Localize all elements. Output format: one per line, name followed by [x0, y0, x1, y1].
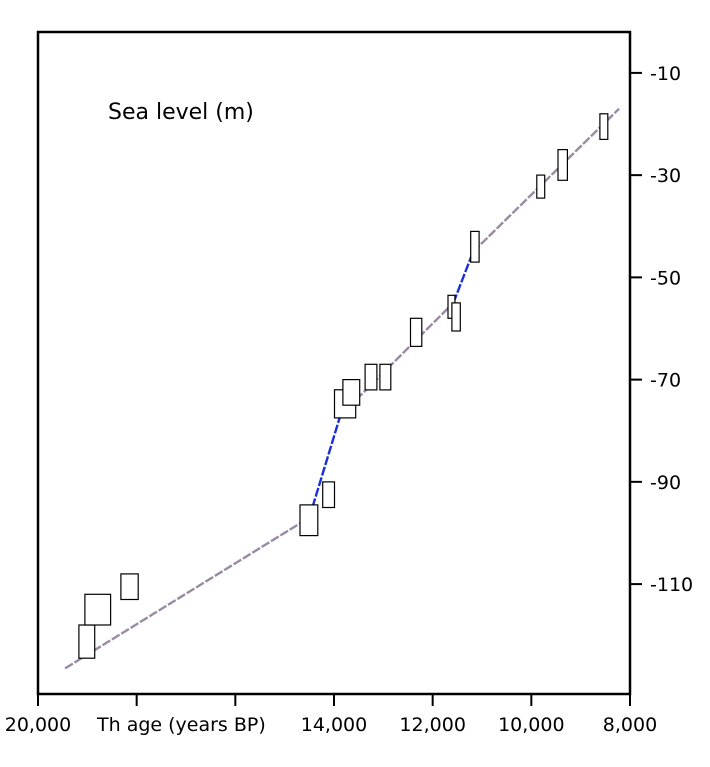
data-box-15: [557, 149, 568, 181]
data-box-2: [84, 593, 112, 626]
x-tick-label-1: 20,000: [5, 714, 71, 736]
y-tick-label-5: -90: [650, 472, 681, 494]
trend-line-1: [64, 516, 310, 670]
y-tick-label-6: -110: [650, 574, 693, 596]
x-tick-label-4: 14,000: [301, 714, 367, 736]
y-tick-label-4: -70: [650, 370, 681, 392]
y-tick-label-1: -10: [650, 63, 681, 85]
data-box-13: [470, 230, 480, 263]
x-axis-ticks: 20,000 14,000 12,000 10,000 8,000: [5, 694, 657, 736]
data-box-14: [536, 174, 546, 199]
trend-lines: [64, 107, 620, 670]
data-box-1: [78, 624, 96, 659]
x-axis-label: Th age (years BP): [96, 714, 266, 736]
data-box-16: [599, 113, 609, 141]
data-box-4: [299, 504, 319, 537]
chart-title: Sea level (m): [108, 100, 254, 125]
trend-line-4: [452, 251, 475, 304]
trend-line-5: [472, 107, 620, 253]
data-box-5: [322, 481, 336, 509]
trend-line-2: [308, 415, 342, 518]
data-box-3: [120, 573, 139, 601]
x-tick-label-6: 10,000: [498, 714, 564, 736]
data-box-7: [342, 379, 361, 406]
data-boxes: [78, 113, 609, 659]
y-tick-label-3: -50: [650, 267, 681, 289]
data-box-8: [364, 363, 378, 391]
data-box-12: [451, 302, 461, 332]
data-box-9: [379, 363, 392, 391]
y-axis-ticks: -10 -30 -50 -70 -90 -110: [630, 63, 693, 596]
x-tick-label-7: 8,000: [603, 714, 657, 736]
y-tick-label-2: -30: [650, 165, 681, 187]
data-box-10: [409, 317, 423, 347]
x-tick-label-5: 12,000: [399, 714, 465, 736]
